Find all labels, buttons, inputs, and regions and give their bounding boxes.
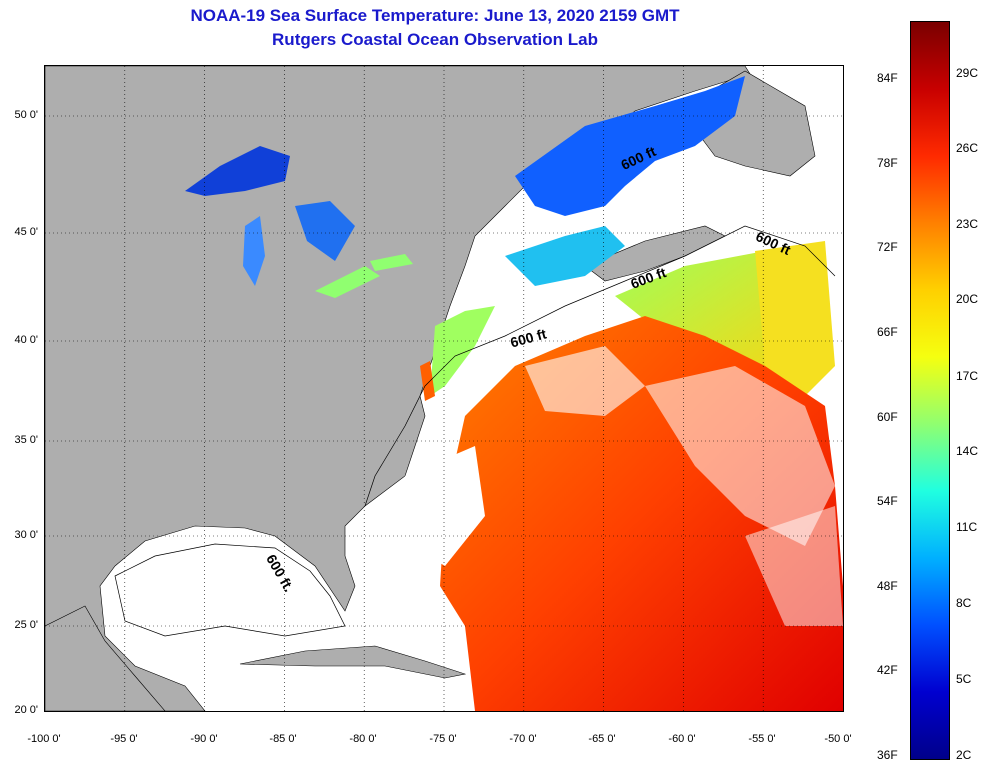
cloud-patch-2: [525, 346, 645, 416]
yucatan-land: [45, 605, 166, 711]
cloud-patch-1: [645, 366, 835, 546]
atlantic-600ft-contour: [364, 225, 836, 507]
lon-label-60: -60 0': [668, 733, 696, 745]
lon-label-85: -85 0': [269, 733, 297, 745]
colorbar-c-8: 8C: [956, 596, 972, 610]
colorbar-f-72: 72F: [877, 240, 898, 254]
lon-label-75: -75 0': [429, 733, 457, 745]
lon-label-65: -65 0': [588, 733, 616, 745]
lat-label-20: 20 0': [14, 704, 38, 716]
temperature-colorbar: [910, 21, 950, 760]
chesapeake-water: [420, 361, 435, 401]
colorbar-f-42: 42F: [877, 663, 898, 677]
lake-michigan: [243, 216, 265, 286]
gulf-st-lawrence-water: [515, 76, 745, 216]
colorbar-f-84: 84F: [877, 71, 898, 85]
lon-label-90: -90 0': [190, 733, 218, 745]
graticule: [45, 66, 843, 711]
colorbar-f-78: 78F: [877, 156, 898, 170]
colorbar-f-54: 54F: [877, 494, 898, 508]
lon-label-70: -70 0': [509, 733, 537, 745]
lon-label-100: -100 0': [27, 733, 61, 745]
cuba-land: [239, 645, 467, 679]
lat-label-25: 25 0': [14, 619, 38, 631]
lake-erie: [315, 266, 380, 298]
lat-label-35: 35 0': [14, 434, 38, 446]
maine-coast-water: [505, 226, 625, 286]
colorbar-c-2: 2C: [956, 748, 972, 762]
colorbar-f-66: 66F: [877, 325, 898, 339]
lon-label-55: -55 0': [748, 733, 776, 745]
lon-label-80: -80 0': [349, 733, 377, 745]
lat-label-40: 40 0': [14, 334, 38, 346]
sst-map-canvas: [45, 66, 843, 711]
colorbar-c-23: 23C: [956, 217, 979, 231]
lat-label-50: 50 0': [14, 109, 38, 121]
colorbar-f-48: 48F: [877, 579, 898, 593]
colorbar-f-36: 36F: [877, 748, 898, 762]
lat-label-45: 45 0': [14, 226, 38, 238]
colorbar-c-20: 20C: [956, 292, 979, 306]
mid-atlantic-water: [430, 306, 495, 396]
lon-label-95: -95 0': [110, 733, 138, 745]
northeast-yellow-patch: [755, 241, 835, 396]
map-title: NOAA-19 Sea Surface Temperature: June 13…: [190, 6, 680, 25]
sst-map: [44, 65, 844, 712]
lake-superior: [185, 146, 290, 196]
lat-label-30: 30 0': [14, 529, 38, 541]
colorbar-c-14: 14C: [956, 444, 979, 458]
gulf-of-mexico-600ft-contour: [114, 543, 346, 637]
lake-ontario: [370, 254, 413, 271]
colorbar-c-5: 5C: [956, 672, 972, 686]
colorbar-c-17: 17C: [956, 369, 979, 383]
lake-huron: [295, 201, 355, 261]
lon-label-50: -50 0': [824, 733, 852, 745]
colorbar-c-11: 11C: [956, 520, 978, 534]
colorbar-c-26: 26C: [956, 141, 979, 155]
colorbar-f-60: 60F: [877, 410, 898, 424]
map-subtitle: Rutgers Coastal Ocean Observation Lab: [272, 30, 598, 49]
colorbar-c-29: 29C: [956, 66, 979, 80]
